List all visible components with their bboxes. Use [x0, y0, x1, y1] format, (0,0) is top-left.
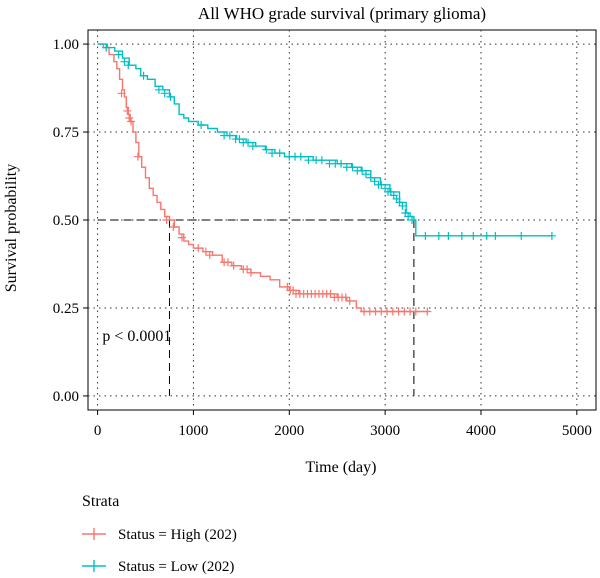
censor-mark-low: [124, 61, 133, 70]
x-tick-label: 0: [94, 423, 102, 439]
censor-mark-high: [127, 117, 136, 126]
legend-label-0: Status = High (202): [118, 527, 237, 543]
legend-title: Strata: [82, 493, 119, 510]
censor-mark-low: [225, 131, 234, 140]
legend-label-1: Status = Low (202): [118, 559, 234, 575]
censor-mark-low: [275, 149, 284, 158]
censor-mark-low: [114, 50, 123, 59]
censor-mark-high: [341, 293, 350, 302]
censor-mark-low: [244, 138, 253, 147]
x-axis-label: Time (day): [306, 459, 377, 476]
censor-mark-low: [482, 231, 491, 240]
censor-mark-high: [123, 106, 132, 115]
y-tick-label: 0.75: [53, 125, 79, 141]
censor-mark-low: [120, 57, 129, 66]
censor-mark-low: [547, 231, 556, 240]
censor-mark-high: [223, 258, 232, 267]
censor-mark-high: [205, 251, 214, 260]
censor-mark-low: [404, 212, 413, 221]
censor-mark-low: [197, 121, 206, 129]
censor-mark-high: [411, 307, 420, 316]
censor-mark-low: [160, 89, 169, 98]
censor-mark-low: [337, 159, 346, 168]
censor-mark-low: [102, 43, 111, 52]
y-axis-label: Survival probability: [3, 164, 20, 292]
censor-mark-high: [201, 247, 210, 256]
x-tick-label: 4000: [466, 423, 496, 439]
censor-mark-low: [457, 231, 466, 240]
x-tick-label: 3000: [370, 423, 400, 439]
censor-mark-high: [423, 307, 432, 316]
legend: Strata Status = High (202) Status = Low (…: [82, 493, 237, 575]
x-tick-label: 1000: [178, 423, 208, 439]
censor-mark-low: [421, 231, 430, 240]
censor-mark-high: [169, 223, 178, 232]
curve-low: [97, 43, 552, 237]
censor-mark-low: [317, 156, 326, 165]
censor-mark-low: [361, 170, 370, 179]
censor-mark-high: [243, 265, 252, 274]
censor-mark-low: [139, 71, 148, 80]
censor-mark-low: [491, 231, 500, 240]
censor-mark-high: [345, 296, 354, 305]
x-tick-label: 2000: [274, 423, 304, 439]
censor-mark-low: [296, 152, 305, 161]
censor-mark-high: [177, 233, 186, 242]
censor-mark-low: [377, 180, 386, 189]
censor-mark-low: [262, 145, 271, 154]
censor-mark-high: [194, 244, 203, 253]
censor-mark-low: [348, 163, 357, 172]
censor-mark-high: [125, 113, 134, 122]
censor-mark-low: [517, 231, 526, 240]
censor-mark-low: [398, 201, 407, 210]
censor-mark-low: [304, 156, 313, 165]
censor-mark-low: [358, 166, 367, 175]
censor-mark-high: [117, 89, 126, 98]
censor-mark-low: [154, 85, 163, 94]
censor-mark-low: [434, 231, 443, 240]
censor-mark-high: [229, 261, 238, 270]
chart-title: All WHO grade survival (primary glioma): [198, 4, 486, 23]
censor-mark-low: [407, 216, 416, 224]
censor-mark-low: [268, 149, 277, 158]
x-tick-label: 5000: [562, 423, 592, 439]
plot-panel: p < 0.0001: [87, 29, 597, 411]
y-tick-label: 0.00: [53, 389, 79, 405]
y-tick-label: 0.50: [53, 213, 79, 229]
censor-mark-low: [366, 173, 375, 182]
censor-mark-high: [246, 268, 255, 277]
p-value-annotation: p < 0.0001: [102, 328, 171, 345]
censor-mark-low: [248, 142, 257, 151]
y-tick-label: 1.00: [53, 37, 79, 53]
y-tick-label: 0.25: [53, 301, 79, 317]
censor-mark-low: [166, 92, 175, 101]
censor-mark-high: [133, 152, 142, 161]
censor-mark-high: [326, 289, 335, 298]
censor-mark-high: [162, 216, 171, 224]
censor-mark-low: [370, 177, 379, 186]
censor-mark-low: [444, 231, 453, 240]
censor-mark-low: [235, 135, 244, 144]
censor-mark-low: [469, 231, 478, 240]
